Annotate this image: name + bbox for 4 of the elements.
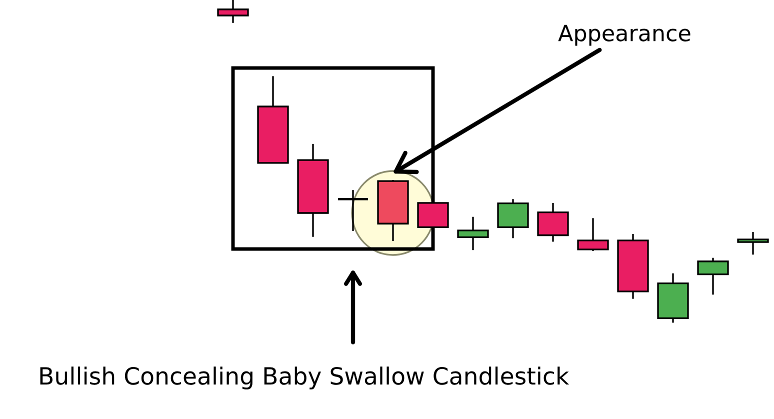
candlestick bbox=[336, 189, 370, 232]
text: Bullish Concealing Baby Swallow Candlestick bbox=[40, 366, 570, 390]
annotation: Appearance bbox=[558, 24, 690, 46]
candlestick bbox=[737, 231, 769, 256]
